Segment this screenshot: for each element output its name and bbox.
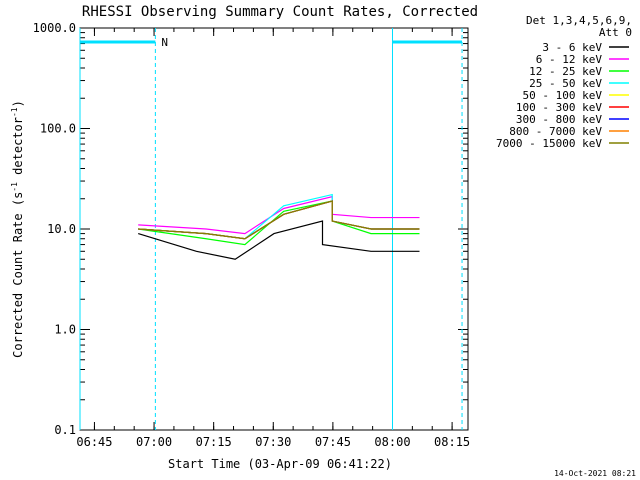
night-label: N xyxy=(161,36,168,49)
series-line xyxy=(138,220,420,260)
legend-label: 100 - 300 keV xyxy=(516,101,602,114)
x-tick-label: 07:30 xyxy=(255,435,291,449)
series-line xyxy=(138,195,420,235)
legend-label: 7000 - 15000 keV xyxy=(496,137,602,150)
y-tick-label: 10.0 xyxy=(47,222,76,236)
legend-label: 800 - 7000 keV xyxy=(509,125,602,138)
series-line xyxy=(138,200,420,240)
chart-marks: 1000.0 100.0 10.0 1.0 0.106:45 07:00 07:15 07:3… xyxy=(33,21,629,449)
legend-label: 50 - 100 keV xyxy=(523,89,603,102)
y-tick-label: 100.0 xyxy=(40,122,76,136)
y-tick-label: 0.1 xyxy=(54,423,76,437)
x-tick-label: 08:15 xyxy=(434,435,470,449)
y-tick-label: 1.0 xyxy=(54,323,76,337)
legend-header-2: Att 0 xyxy=(599,26,632,39)
series-line xyxy=(138,200,420,246)
legend-label: 6 - 12 keV xyxy=(536,53,603,66)
chart-title: RHESSI Observing Summary Count Rates, Co… xyxy=(82,4,478,20)
legend-label: 3 - 6 keV xyxy=(542,41,602,54)
x-tick-label: 07:00 xyxy=(136,435,172,449)
x-axis-label: Start Time (03-Apr-09 06:41:22) xyxy=(168,457,392,471)
legend-label: 12 - 25 keV xyxy=(529,65,602,78)
y-tick-label: 1000.0 xyxy=(33,21,76,35)
legend-header-1: Det 1,3,4,5,6,9, xyxy=(526,14,632,27)
x-tick-label: 07:15 xyxy=(196,435,232,449)
x-tick-label: 06:45 xyxy=(76,435,112,449)
y-axis-label: Corrected Count Rate (s-1 detector-1) xyxy=(10,100,25,358)
legend-label: 300 - 800 keV xyxy=(516,113,602,126)
x-tick-label: 07:45 xyxy=(315,435,351,449)
x-tick-label: 08:00 xyxy=(374,435,410,449)
legend-label: 25 - 50 keV xyxy=(529,77,602,90)
timestamp: 14-Oct-2021 08:21 xyxy=(554,469,636,478)
